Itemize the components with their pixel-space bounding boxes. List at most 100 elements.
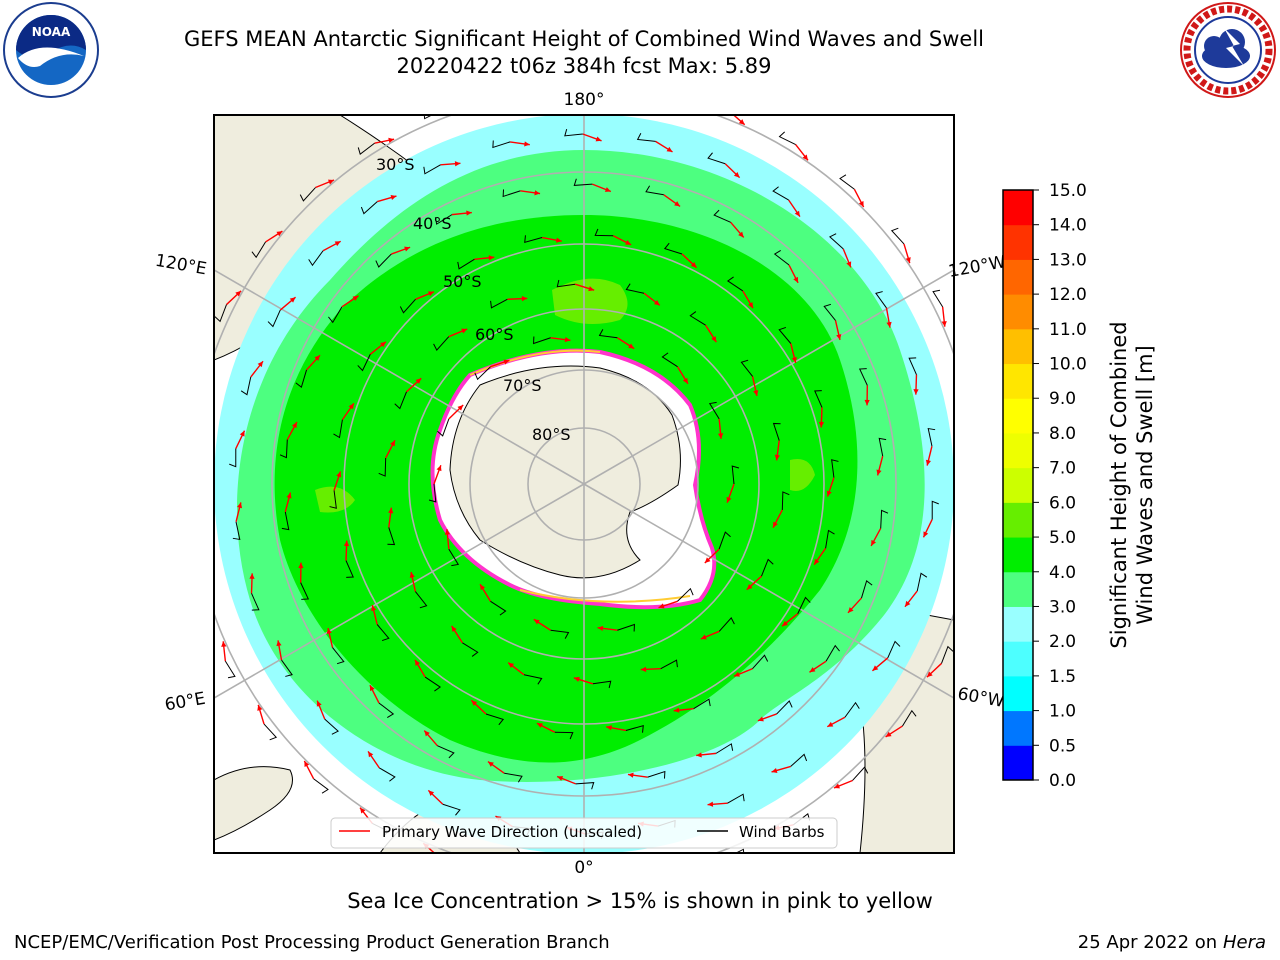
wave-arrow-head xyxy=(871,539,877,546)
wind-barb xyxy=(778,131,796,146)
wave-arrow-head xyxy=(487,761,494,767)
wave-direction-arrow xyxy=(637,874,657,877)
colorbar-tick-label: 3.0 xyxy=(1049,597,1076,617)
wind-barb xyxy=(790,753,808,767)
lon-label-60e: 60°E xyxy=(163,689,207,716)
wave-arrow-head xyxy=(404,246,411,252)
wind-barb xyxy=(490,298,508,309)
wind-barb xyxy=(761,558,774,577)
wave-arrow-head xyxy=(704,557,711,564)
wind-barb xyxy=(645,185,664,196)
wind-barb xyxy=(378,458,387,477)
wind-barb xyxy=(592,680,612,689)
wind-barb xyxy=(438,857,455,867)
wave-arrow-head xyxy=(834,783,840,789)
wave-arrow-head xyxy=(557,776,564,781)
colorbar-tick-label: 7.0 xyxy=(1049,459,1076,479)
colorbar-segment xyxy=(1003,398,1033,434)
wave-direction-arrow xyxy=(200,357,212,373)
wave-arrow-head xyxy=(658,603,665,609)
wave-arrow-head xyxy=(588,286,595,292)
wind-barb xyxy=(708,401,720,420)
lat-label-30s: 30°S xyxy=(376,155,415,174)
wind-barb xyxy=(357,354,371,372)
colorbar-frame xyxy=(1002,189,1034,781)
wave-arrow-head xyxy=(564,877,570,882)
wind-barb xyxy=(357,142,375,155)
wind-barb xyxy=(324,718,339,735)
wave-arrow-head xyxy=(640,666,647,672)
wave-arrow-head xyxy=(818,421,825,428)
wave-arrow-head xyxy=(876,469,882,476)
wind-barb xyxy=(598,329,618,339)
lat-label-60s: 60°S xyxy=(475,325,514,344)
wind-barb xyxy=(772,422,781,441)
colorbar-segment xyxy=(1003,537,1033,573)
wave-arrow-head xyxy=(533,619,540,625)
wind-barb xyxy=(524,235,543,243)
wave-arrow-head xyxy=(826,490,832,497)
wave-arrow-head xyxy=(380,341,386,348)
wind-barb xyxy=(890,227,905,245)
footer-date: 25 Apr 2022 on Hera xyxy=(1078,932,1266,953)
wave-direction-arrow xyxy=(512,91,532,94)
wind-barb xyxy=(663,242,683,255)
wave-arrow-head xyxy=(206,357,211,363)
map-frame xyxy=(213,114,955,854)
wind-barb xyxy=(462,642,479,657)
lat-label-50s: 50°S xyxy=(443,272,482,291)
wave-arrow-head xyxy=(757,716,764,722)
wave-arrow-head xyxy=(526,90,532,95)
wave-arrow-head xyxy=(455,108,460,113)
wind-barb xyxy=(727,793,745,804)
wave-arrow-head xyxy=(793,276,799,283)
wave-arrow-head xyxy=(466,210,472,216)
wave-arrow-head xyxy=(276,231,283,237)
wind-barb xyxy=(428,483,437,503)
wave-arrow-head xyxy=(471,700,478,706)
wave-arrow-head xyxy=(388,507,394,514)
wind-barb xyxy=(328,306,343,324)
footer-host: Hera xyxy=(1222,932,1266,953)
colorbar-segment xyxy=(1003,328,1033,365)
wave-arrow-head xyxy=(314,355,321,361)
wind-barb xyxy=(504,772,523,783)
colorbar-tick-label: 1.5 xyxy=(1049,667,1076,687)
colorbar-tick-label: 4.0 xyxy=(1049,563,1076,583)
wind-barb xyxy=(263,723,278,741)
colorbar-segment xyxy=(1003,294,1033,330)
wave-direction-arrow xyxy=(977,448,982,467)
wind-barb xyxy=(636,133,656,142)
wind-barb xyxy=(224,660,236,679)
wave-arrow-head xyxy=(428,790,435,797)
wave-arrow-head xyxy=(595,136,602,142)
wave-arrow-head xyxy=(941,321,947,327)
wave-arrow-head xyxy=(696,752,702,758)
wind-barb xyxy=(198,592,205,609)
colorbar-tick-label: 5.0 xyxy=(1049,528,1076,548)
wind-barb xyxy=(387,527,396,546)
wave-arrow-head xyxy=(503,359,510,365)
colorbar-segment xyxy=(1003,641,1033,677)
wave-arrow-head xyxy=(905,257,911,264)
wave-arrow-head xyxy=(717,433,724,439)
wave-arrow-head xyxy=(733,671,740,677)
wave-direction-arrow xyxy=(492,867,509,877)
wind-barb xyxy=(448,548,460,567)
wind-barb xyxy=(726,276,744,292)
wind-barb xyxy=(378,702,395,718)
wave-arrow-head xyxy=(674,201,681,207)
wave-arrow-head xyxy=(846,261,852,268)
wave-arrow-head xyxy=(461,328,468,334)
wave-arrow-head xyxy=(336,471,342,478)
wave-arrow-head xyxy=(836,334,842,340)
wave-arrow-head xyxy=(794,210,800,217)
wind-barb xyxy=(267,309,281,328)
wind-barb xyxy=(333,419,343,439)
chart-title: GEFS MEAN Antarctic Significant Height o… xyxy=(183,27,985,51)
wave-arrow-head xyxy=(257,361,264,368)
wave-arrow-head xyxy=(480,584,486,591)
vector-field xyxy=(198,90,982,882)
wave-arrow-head xyxy=(454,161,461,167)
wind-barb xyxy=(740,359,753,377)
